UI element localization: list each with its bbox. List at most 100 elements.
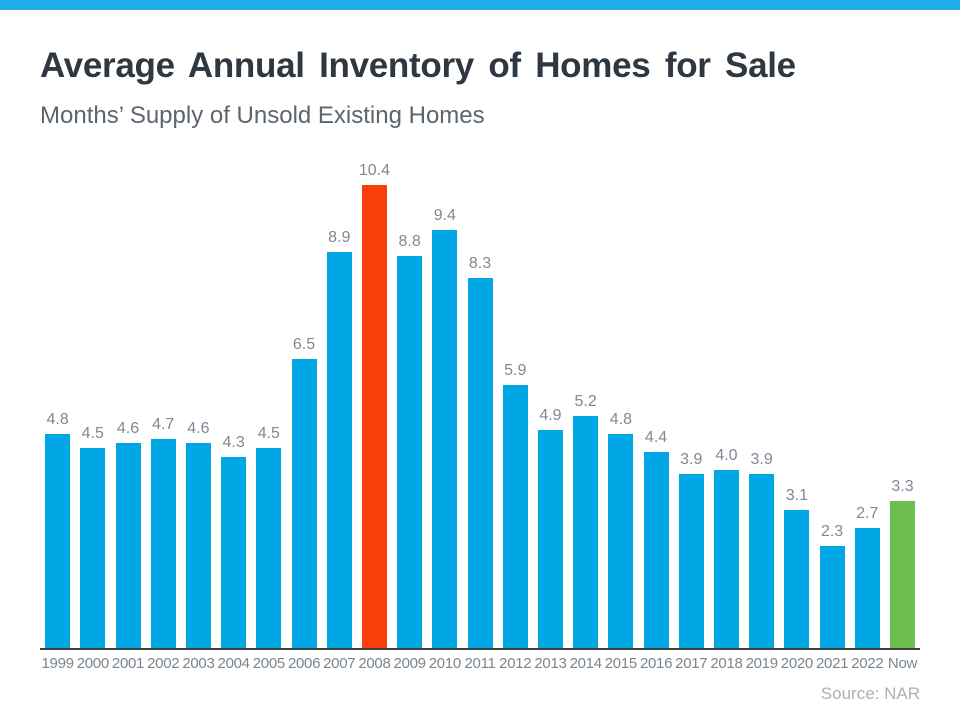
bar-2002 bbox=[150, 439, 176, 648]
bar-2004 bbox=[221, 457, 247, 648]
bar-2017 bbox=[678, 474, 704, 648]
x-axis-label-2020: 2020 bbox=[780, 655, 813, 672]
bar-value-label: 3.9 bbox=[680, 451, 703, 468]
bar-2018 bbox=[713, 470, 739, 648]
bar-value-label: 6.5 bbox=[292, 336, 316, 353]
x-axis-label-2014: 2014 bbox=[569, 655, 602, 672]
page-title: Average Annual Inventory of Homes for Sa… bbox=[40, 46, 796, 85]
bar-2015 bbox=[608, 434, 634, 648]
bar-column: 5.2 bbox=[568, 158, 603, 648]
bar-2019 bbox=[749, 474, 775, 648]
bar-2021 bbox=[819, 546, 845, 648]
bar-2014 bbox=[573, 416, 599, 648]
bar-value-label: 4.8 bbox=[609, 411, 632, 428]
x-axis-label-2008: 2008 bbox=[358, 655, 391, 672]
x-axis-label-2018: 2018 bbox=[710, 655, 743, 672]
bar-column: 4.9 bbox=[533, 158, 568, 648]
bar-column: 4.7 bbox=[146, 158, 181, 648]
x-axis-label-2001: 2001 bbox=[111, 655, 145, 672]
bar-column: 4.3 bbox=[216, 158, 251, 648]
bar-value-label: 4.7 bbox=[152, 416, 175, 433]
bar-value-label: 4.6 bbox=[187, 420, 210, 437]
bar-column: 10.4 bbox=[357, 158, 392, 648]
bar-value-label: 10.4 bbox=[358, 162, 390, 179]
bar-column: 2.3 bbox=[814, 158, 849, 648]
bar-column: 4.0 bbox=[709, 158, 744, 648]
bar-value-label: 3.9 bbox=[750, 451, 773, 468]
x-axis-label-2022: 2022 bbox=[851, 655, 884, 672]
bar-2022 bbox=[854, 528, 880, 648]
bar-2008 bbox=[361, 185, 387, 648]
bar-column: 6.5 bbox=[286, 158, 321, 648]
chart-plot-area: 4.8 4.5 4.6 4.7 4.6 4.3 4.5 6.5 8.9 10.4 8.8 9.4 8.3… bbox=[40, 158, 920, 650]
bar-2005 bbox=[256, 448, 282, 648]
bar-2007 bbox=[326, 252, 352, 648]
bar-column: 4.4 bbox=[638, 158, 673, 648]
bar-now bbox=[889, 501, 915, 648]
x-axis-label-2012: 2012 bbox=[499, 655, 532, 672]
source-caption: Source: NAR bbox=[820, 684, 920, 703]
bar-2020 bbox=[784, 510, 810, 648]
bar-column: 8.8 bbox=[392, 158, 427, 648]
x-axis-label-2009: 2009 bbox=[393, 655, 426, 672]
top-accent-bar bbox=[0, 0, 960, 10]
x-axis-label-2006: 2006 bbox=[287, 655, 321, 672]
bar-column: 8.9 bbox=[322, 158, 357, 648]
bar-column: 9.4 bbox=[427, 158, 462, 648]
bar-2012 bbox=[502, 385, 528, 648]
bar-value-label: 8.9 bbox=[328, 229, 351, 246]
bar-column: 4.6 bbox=[181, 158, 216, 648]
bar-value-label: 4.8 bbox=[46, 411, 69, 428]
bar-value-label: 2.7 bbox=[856, 505, 879, 522]
bar-column: 3.1 bbox=[779, 158, 814, 648]
bar-value-label: 8.8 bbox=[398, 233, 421, 250]
bar-2009 bbox=[397, 256, 423, 648]
bar-2006 bbox=[291, 359, 317, 648]
bar-chart: 4.8 4.5 4.6 4.7 4.6 4.3 4.5 6.5 8.9 10.4 8.8 9.4 8.3… bbox=[40, 158, 920, 672]
x-axis-label-2010: 2010 bbox=[428, 655, 461, 672]
bar-value-label: 4.4 bbox=[644, 429, 668, 446]
bar-2016 bbox=[643, 452, 669, 648]
page-subtitle: Months’ Supply of Unsold Existing Homes bbox=[40, 102, 485, 129]
x-axis-labels: 1999 2000 2001 2002 2003 2004 2005 2006 2007 2008… bbox=[40, 650, 920, 672]
x-axis-label-2013: 2013 bbox=[534, 655, 567, 672]
x-axis-label-now: Now bbox=[887, 655, 918, 672]
bar-column: 3.9 bbox=[744, 158, 779, 648]
bar-2003 bbox=[185, 443, 211, 648]
bar-column: 5.9 bbox=[498, 158, 533, 648]
bar-value-label: 4.5 bbox=[257, 425, 280, 442]
bar-2011 bbox=[467, 278, 493, 648]
bar-column: 2.7 bbox=[850, 158, 885, 648]
x-axis-label-2007: 2007 bbox=[323, 655, 356, 672]
x-axis-label-2016: 2016 bbox=[639, 655, 673, 672]
bar-value-label: 5.9 bbox=[504, 362, 527, 379]
bar-1999 bbox=[45, 434, 71, 648]
bar-value-label: 4.5 bbox=[81, 425, 104, 442]
bar-value-label: 5.2 bbox=[574, 393, 597, 410]
x-axis-label-2003: 2003 bbox=[182, 655, 215, 672]
bar-value-label: 8.3 bbox=[468, 255, 492, 272]
bar-column: 4.6 bbox=[110, 158, 145, 648]
bar-column: 8.3 bbox=[462, 158, 497, 648]
x-axis-label-2017: 2017 bbox=[675, 655, 708, 672]
bar-value-label: 9.4 bbox=[433, 207, 456, 224]
bar-column: 4.5 bbox=[75, 158, 110, 648]
bar-2001 bbox=[115, 443, 141, 648]
x-axis-label-2011: 2011 bbox=[464, 655, 496, 672]
bar-2000 bbox=[80, 448, 106, 648]
bar-column: 3.9 bbox=[674, 158, 709, 648]
bar-value-label: 4.0 bbox=[715, 447, 738, 464]
bar-2013 bbox=[537, 430, 563, 648]
bar-column: 4.8 bbox=[603, 158, 638, 648]
x-axis-label-2002: 2002 bbox=[147, 655, 180, 672]
bar-column: 3.3 bbox=[885, 158, 920, 648]
x-axis-label-2005: 2005 bbox=[252, 655, 285, 672]
bar-value-label: 4.9 bbox=[539, 407, 562, 424]
bar-2010 bbox=[432, 230, 458, 648]
bar-value-label: 3.3 bbox=[891, 478, 914, 495]
x-axis-label-1999: 1999 bbox=[41, 655, 74, 672]
bar-value-label: 2.3 bbox=[820, 523, 844, 540]
x-axis-label-2019: 2019 bbox=[745, 655, 778, 672]
bar-column: 4.8 bbox=[40, 158, 75, 648]
